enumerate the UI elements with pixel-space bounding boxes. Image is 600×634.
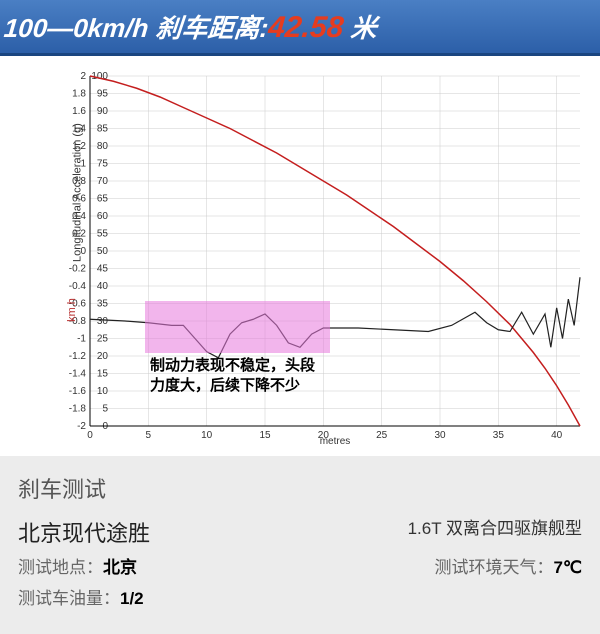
fuel-value: 1/2	[120, 589, 144, 608]
fuel-label: 测试车油量：	[18, 589, 120, 608]
svg-text:95: 95	[97, 89, 109, 100]
svg-text:50: 50	[97, 246, 109, 257]
weather-item: 测试环境天气：7℃	[434, 553, 582, 584]
annotation-highlight	[145, 301, 330, 353]
svg-text:-2: -2	[77, 421, 86, 432]
svg-text:60: 60	[97, 211, 109, 222]
weather-label: 测试环境天气：	[434, 558, 553, 577]
svg-text:15: 15	[97, 369, 109, 380]
svg-text:-0.2: -0.2	[69, 264, 87, 275]
svg-text:5: 5	[102, 404, 108, 415]
svg-text:35: 35	[97, 299, 109, 310]
svg-text:1.8: 1.8	[72, 89, 86, 100]
svg-text:metres: metres	[320, 436, 351, 446]
location-label: 测试地点：	[18, 558, 103, 577]
svg-text:30: 30	[434, 430, 446, 441]
svg-text:90: 90	[97, 106, 109, 117]
y2-axis-label: km.h	[66, 298, 78, 322]
svg-text:75: 75	[97, 159, 109, 170]
svg-text:2: 2	[80, 71, 86, 82]
chart-container: Longitudinal Acceleration (g) km.h 2 1.8 1…	[0, 56, 600, 456]
svg-text:0: 0	[87, 430, 93, 441]
svg-text:5: 5	[146, 430, 152, 441]
fuel-item: 测试车油量：1/2	[18, 584, 144, 615]
svg-text:15: 15	[259, 430, 271, 441]
svg-text:30: 30	[97, 316, 109, 327]
svg-text:40: 40	[551, 430, 563, 441]
svg-text:10: 10	[201, 430, 213, 441]
svg-text:1.6: 1.6	[72, 106, 86, 117]
svg-text:80: 80	[97, 141, 109, 152]
svg-text:-1.8: -1.8	[69, 404, 87, 415]
header-prefix: 100—0km/h 刹车距离:	[3, 13, 270, 43]
header-banner: 100—0km/h 刹车距离:42.58 米	[0, 0, 600, 56]
svg-text:20: 20	[97, 351, 109, 362]
svg-text:-1.2: -1.2	[69, 351, 87, 362]
location-item: 测试地点：北京	[18, 553, 137, 584]
svg-text:85: 85	[97, 124, 109, 135]
svg-text:65: 65	[97, 194, 109, 205]
weather-value: 7℃	[553, 558, 582, 577]
svg-text:25: 25	[376, 430, 388, 441]
svg-text:25: 25	[97, 334, 109, 345]
svg-text:10: 10	[97, 386, 109, 397]
svg-text:-1.6: -1.6	[69, 386, 87, 397]
annot-line1: 制动力表现不稳定，头段	[150, 357, 315, 374]
svg-text:55: 55	[97, 229, 109, 240]
svg-text:45: 45	[97, 264, 109, 275]
car-name: 北京现代途胜	[18, 514, 150, 554]
y1-axis-label: Longitudinal Acceleration (g)	[71, 123, 83, 262]
annotation-text: 制动力表现不稳定，头段 力度大，后续下降不少	[150, 356, 315, 395]
header-suffix: 米	[342, 13, 378, 43]
header-value: 42.58	[267, 11, 345, 44]
svg-text:70: 70	[97, 176, 109, 187]
svg-text:-1: -1	[77, 334, 86, 345]
annot-line2: 力度大，后续下降不少	[150, 377, 300, 394]
svg-text:40: 40	[97, 281, 109, 292]
info-panel: 刹车测试 北京现代途胜 1.6T 双离合四驱旗舰型 测试地点：北京 测试环境天气…	[0, 456, 600, 634]
variant: 1.6T 双离合四驱旗舰型	[408, 514, 582, 554]
svg-text:-0.4: -0.4	[69, 281, 87, 292]
svg-text:35: 35	[493, 430, 505, 441]
info-title: 刹车测试	[18, 470, 582, 510]
location-value: 北京	[103, 558, 137, 577]
svg-text:-1.4: -1.4	[69, 369, 87, 380]
